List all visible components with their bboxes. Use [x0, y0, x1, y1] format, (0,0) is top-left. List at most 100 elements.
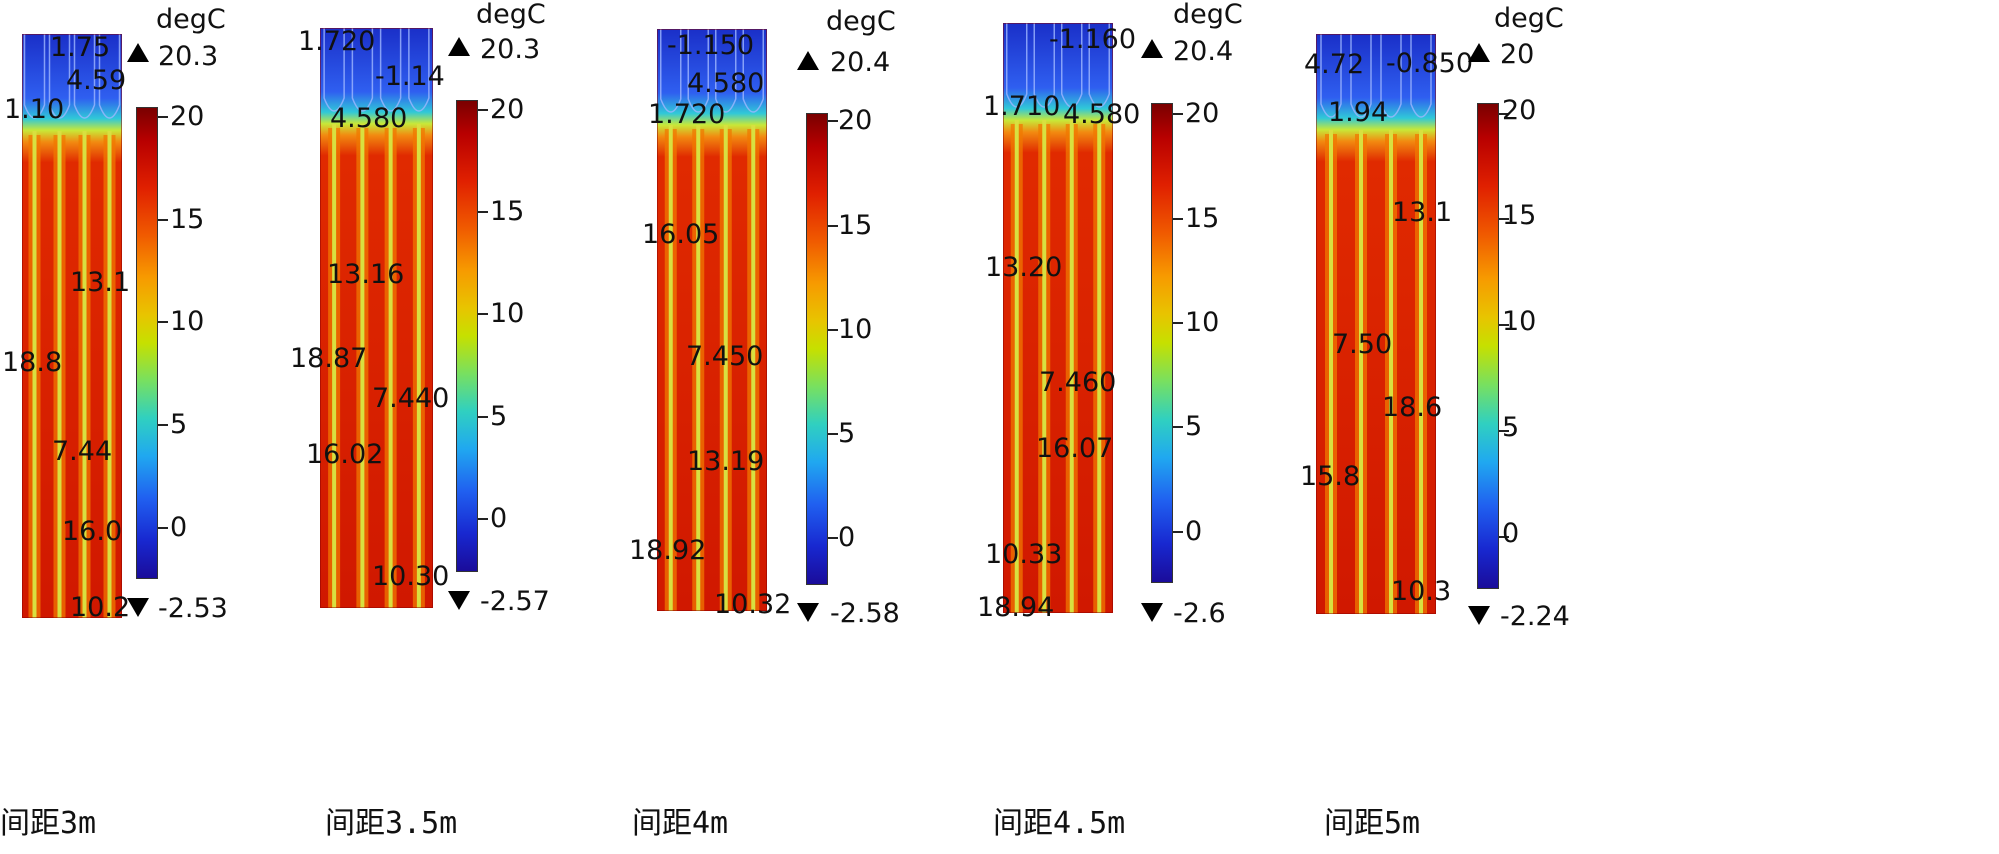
pipe-line [1419, 130, 1423, 614]
contour-line [1061, 23, 1083, 108]
colorbar [456, 100, 478, 572]
colorbar-tick-label: 15 [1502, 200, 1537, 231]
contour-label: 10.3 [1391, 576, 1452, 607]
colorbar-tick-label: 15 [1185, 203, 1220, 234]
temperature-field-plot [1316, 34, 1436, 614]
temperature-field-plot [1003, 23, 1113, 613]
colorbar-tick-label: 20 [1185, 98, 1220, 129]
colorbar-tick-label: 5 [1502, 412, 1520, 443]
colorbar-tick-label: 20 [1502, 95, 1537, 126]
colorbar-tick-label: 15 [490, 196, 525, 227]
colorbar-tick [1499, 324, 1509, 326]
contour-label: 16.02 [306, 439, 384, 470]
unit-label: degC [156, 4, 226, 35]
colorbar-tick [828, 329, 838, 331]
colorbar-tick-label: 5 [838, 418, 856, 449]
pipe-line [668, 125, 673, 611]
max-marker-icon [797, 51, 819, 70]
max-value-label: 20.3 [480, 34, 541, 65]
colorbar-tick [478, 518, 488, 520]
pipe-line [1359, 130, 1363, 614]
contour-line [351, 28, 374, 112]
unit-label: degC [476, 0, 546, 30]
colorbar-tick [158, 219, 168, 221]
contour-label: 4.72 [1304, 49, 1365, 80]
min-marker-icon [448, 591, 470, 610]
contour-label: 18.94 [977, 592, 1055, 623]
contour-label: 13.19 [687, 446, 765, 477]
max-marker-icon [1141, 39, 1163, 58]
contour-label: 7.460 [1039, 367, 1117, 398]
colorbar-tick-label: 20 [490, 94, 525, 125]
min-marker-icon [1141, 603, 1163, 622]
pipe-line [32, 131, 37, 618]
contour-label: 13.20 [985, 252, 1063, 283]
contour-label: 18.6 [1382, 392, 1443, 423]
pipe-line [1389, 130, 1393, 614]
pipe-line [107, 131, 112, 618]
colorbar [1477, 103, 1499, 589]
colorbar-tick [828, 537, 838, 539]
colorbar-tick [158, 527, 168, 529]
contour-line [1410, 34, 1432, 118]
colorbar-tick-label: 0 [170, 512, 188, 543]
contour-line [23, 34, 46, 119]
contour-label: 7.440 [372, 383, 450, 414]
pipe-line [1097, 120, 1102, 613]
temperature-field-plot [22, 34, 122, 618]
colorbar-tick-label: 10 [170, 306, 205, 337]
contour-label: -0.850 [1386, 48, 1474, 79]
contour-label: 10.2 [70, 592, 131, 623]
colorbar-tick-label: 15 [170, 204, 205, 235]
pipe-line [751, 125, 756, 611]
panel-caption: 间距3.5m [325, 806, 458, 841]
temperature-field [22, 34, 122, 618]
panel-caption: 间距4.5m [993, 806, 1126, 841]
colorbar-tick [1173, 426, 1183, 428]
pipe-line [1329, 130, 1333, 614]
max-value-label: 20 [1500, 39, 1535, 70]
colorbar-tick-label: 0 [490, 503, 508, 534]
colorbar-tick-label: 5 [490, 401, 508, 432]
contour-label: 4.59 [66, 65, 127, 96]
pipe-line [416, 124, 421, 608]
min-value-label: -2.53 [158, 593, 228, 624]
contour-label: 7.44 [52, 436, 113, 467]
contour-label: 16.05 [642, 219, 720, 250]
min-marker-icon [127, 598, 149, 617]
pipe-line [1069, 120, 1074, 613]
contour-line [1006, 23, 1028, 108]
colorbar-tick [478, 416, 488, 418]
contour-label: 13.1 [1392, 197, 1453, 228]
colorbar-tick [828, 120, 838, 122]
colorbar-tick [1173, 218, 1183, 220]
colorbar-tick-label: 10 [1185, 307, 1220, 338]
max-marker-icon [127, 43, 149, 62]
contour-label: 18.87 [290, 343, 368, 374]
contour-label: 1.710 [983, 91, 1061, 122]
pipe-line [332, 124, 337, 608]
contour-line [1320, 34, 1342, 118]
contour-line [48, 34, 71, 119]
contour-label: 7.50 [1332, 329, 1393, 360]
contour-label: -1.160 [1049, 24, 1137, 55]
pipe-line [388, 124, 393, 608]
pipe-line [57, 131, 62, 618]
colorbar-tick-label: 20 [170, 101, 205, 132]
colorbar-tick [478, 109, 488, 111]
contour-line [379, 28, 402, 112]
contour-label: 16.0 [62, 516, 123, 547]
temperature-field [320, 28, 433, 608]
pipe-line [696, 125, 701, 611]
contour-label: 1.720 [298, 26, 376, 57]
colorbar-tick [158, 424, 168, 426]
colorbar [1151, 103, 1173, 583]
unit-label: degC [1173, 0, 1243, 30]
pipe-line [1014, 120, 1019, 613]
colorbar-tick-label: 0 [838, 522, 856, 553]
colorbar-tick-label: 10 [490, 298, 525, 329]
pipe-line [82, 131, 87, 618]
contour-label: 15.8 [1300, 461, 1361, 492]
colorbar-tick [828, 225, 838, 227]
contour-line [1088, 23, 1110, 108]
